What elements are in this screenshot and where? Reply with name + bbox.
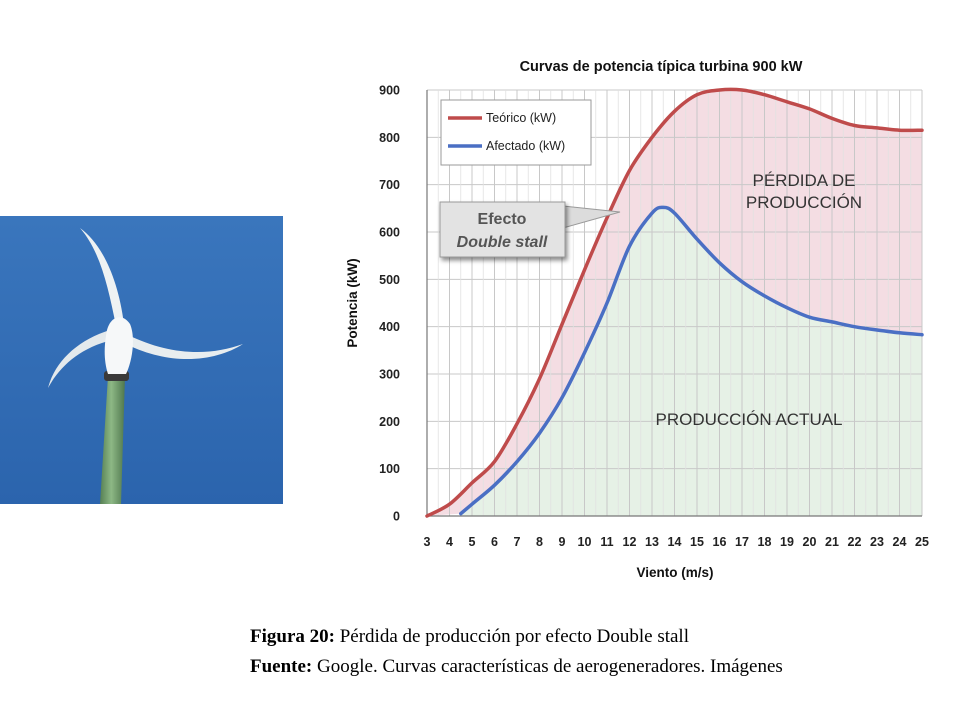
y-tick-label: 200: [379, 415, 400, 429]
chart-title: Curvas de potencia típica turbina 900 kW: [520, 59, 803, 75]
power-curve-chart: 3 4 5 6 7 8 9 10 11 12 13 14 15 16 17 18 19 20 21 22 23 24 25 0…: [345, 59, 929, 580]
x-tick-label: 10: [578, 535, 592, 549]
sky-background: [0, 216, 283, 504]
turbine-hub: [104, 317, 133, 374]
source-caption-text: Google. Curvas características de aeroge…: [312, 656, 783, 677]
actual-region-label: PRODUCCIÓN ACTUAL: [655, 410, 842, 429]
turbine-tower: [100, 376, 125, 504]
source-caption-label: Fuente:: [250, 656, 313, 677]
y-tick-label: 100: [379, 462, 400, 476]
legend-label-afectado: Afectado (kW): [486, 139, 565, 153]
x-tick-label: 6: [491, 535, 498, 549]
turbine-blade-top: [80, 228, 124, 326]
x-tick-label: 22: [848, 535, 862, 549]
callout-line-1: Efecto: [478, 211, 527, 228]
x-axis-label: Viento (m/s): [636, 565, 713, 580]
x-tick-label: 23: [870, 535, 884, 549]
y-axis-label: Potencia (kW): [345, 258, 360, 347]
x-tick-label: 25: [915, 535, 929, 549]
chart-legend: Teórico (kW) Afectado (kW): [440, 99, 592, 166]
y-tick-label: 500: [379, 273, 400, 287]
y-tick-label: 800: [379, 131, 400, 145]
series-line-teorico: [425, 87, 924, 518]
callout-line-2: Double stall: [457, 234, 548, 251]
x-tick-label: 21: [825, 535, 839, 549]
x-tick-label: 15: [690, 535, 704, 549]
x-tick-label: 12: [623, 535, 637, 549]
x-tick-label: 18: [758, 535, 772, 549]
turbine-blade-right: [126, 334, 243, 360]
x-tick-label: 24: [893, 535, 907, 549]
figure-caption: Figura 20: Pérdida de producción por efe…: [250, 626, 689, 648]
x-tick-label: 13: [645, 535, 659, 549]
source-caption: Fuente: Google. Curvas características d…: [250, 656, 783, 678]
x-tick-label: 17: [735, 535, 749, 549]
x-tick-label: 4: [446, 535, 453, 549]
x-tick-label: 11: [600, 535, 613, 549]
x-tick-label: 5: [469, 535, 476, 549]
y-tick-label: 900: [379, 84, 400, 98]
loss-region-label-2: PRODUCCIÓN: [746, 193, 862, 212]
y-tick-label: 600: [379, 226, 400, 240]
x-tick-label: 7: [514, 535, 521, 549]
x-tick-label: 3: [424, 535, 431, 549]
legend-label-teorico: Teórico (kW): [486, 111, 556, 125]
wind-turbine-photo: [0, 216, 283, 504]
x-tick-label: 9: [559, 535, 566, 549]
y-tick-label: 700: [379, 178, 400, 192]
double-stall-callout: Efecto Double stall: [439, 201, 621, 258]
turbine-blade-left: [48, 330, 112, 388]
series-line-afectado: [459, 205, 924, 516]
y-tick-label: 400: [379, 320, 400, 334]
x-tick-label: 20: [803, 535, 817, 549]
figure-caption-label: Figura 20:: [250, 626, 335, 647]
y-tick-label: 0: [393, 510, 400, 524]
figure-caption-text: Pérdida de producción por efecto Double …: [334, 626, 689, 647]
x-tick-label: 19: [780, 535, 794, 549]
x-tick-label: 16: [713, 535, 727, 549]
x-tick-label: 8: [536, 535, 543, 549]
actual-production-area: [460, 207, 922, 516]
x-tick-label: 14: [668, 535, 682, 549]
y-tick-label: 300: [379, 368, 400, 382]
loss-region-label-1: PÉRDIDA DE: [753, 171, 856, 190]
